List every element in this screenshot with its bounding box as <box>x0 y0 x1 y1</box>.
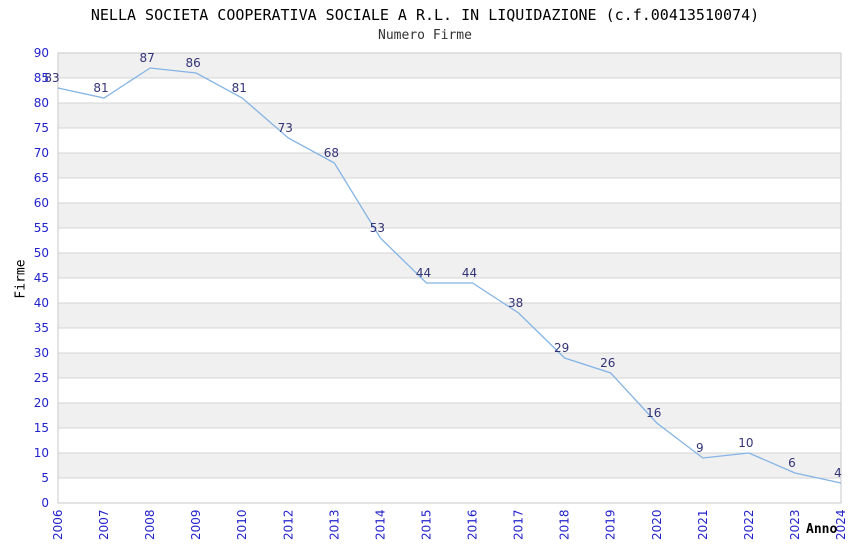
y-tick-label: 65 <box>34 171 49 185</box>
data-point-label: 10 <box>738 436 753 450</box>
plot-band <box>58 353 841 378</box>
x-axis-label: Anno <box>806 522 838 537</box>
x-tick-label: 2021 <box>696 509 710 540</box>
y-tick-label: 0 <box>41 496 49 510</box>
plot-band <box>58 153 841 178</box>
data-point-label: 81 <box>232 81 247 95</box>
data-point-label: 53 <box>370 221 385 235</box>
chart-subtitle: Numero Firme <box>378 28 472 43</box>
y-tick-label: 55 <box>34 221 49 235</box>
plot-band <box>58 303 841 328</box>
y-tick-label: 30 <box>34 346 49 360</box>
plot-band <box>58 53 841 78</box>
x-tick-label: 2023 <box>788 509 802 540</box>
data-point-label: 86 <box>186 56 201 70</box>
data-point-label: 81 <box>93 81 108 95</box>
y-tick-label: 15 <box>34 421 49 435</box>
plot-band <box>58 403 841 428</box>
x-tick-label: 2009 <box>189 509 203 540</box>
chart-title: NELLA SOCIETA COOPERATIVA SOCIALE A R.L.… <box>90 6 760 24</box>
y-tick-label: 45 <box>34 271 49 285</box>
x-tick-label: 2018 <box>558 509 572 540</box>
data-point-label: 6 <box>788 456 796 470</box>
data-point-label: 73 <box>278 121 293 135</box>
x-tick-label: 2015 <box>419 509 433 540</box>
x-tick-label: 2013 <box>327 509 341 540</box>
x-tick-label: 2014 <box>373 509 387 540</box>
x-tick-label: 2022 <box>742 509 756 540</box>
data-point-label: 87 <box>139 51 154 65</box>
data-point-label: 16 <box>646 406 661 420</box>
y-tick-label: 35 <box>34 321 49 335</box>
x-tick-label: 2020 <box>650 509 664 540</box>
x-tick-label: 2010 <box>235 509 249 540</box>
data-point-label: 29 <box>554 341 569 355</box>
x-tick-label: 2024 <box>834 509 848 540</box>
plot-band <box>58 103 841 128</box>
data-point-label: 83 <box>44 71 59 85</box>
data-point-label: 44 <box>416 266 431 280</box>
y-tick-label: 40 <box>34 296 49 310</box>
data-point-label: 68 <box>324 146 339 160</box>
y-tick-label: 25 <box>34 371 49 385</box>
data-point-label: 44 <box>462 266 477 280</box>
y-tick-label: 10 <box>34 446 49 460</box>
y-tick-label: 20 <box>34 396 49 410</box>
x-tick-label: 2019 <box>604 509 618 540</box>
data-point-label: 38 <box>508 296 523 310</box>
y-tick-label: 85 <box>34 71 49 85</box>
plot-border <box>57 52 842 504</box>
data-point-label: 26 <box>600 356 615 370</box>
x-tick-label: 2017 <box>512 509 526 540</box>
data-line <box>57 67 842 484</box>
y-tick-label: 50 <box>34 246 49 260</box>
y-tick-label: 70 <box>34 146 49 160</box>
y-tick-label: 5 <box>41 471 49 485</box>
data-point-label: 4 <box>834 466 842 480</box>
plot-band <box>58 203 841 228</box>
data-point-label: 9 <box>696 441 704 455</box>
y-tick-label: 75 <box>34 121 49 135</box>
x-tick-label: 2007 <box>97 509 111 540</box>
x-tick-label: 2006 <box>51 509 65 540</box>
x-tick-label: 2012 <box>281 509 295 540</box>
x-tick-label: 2008 <box>143 509 157 540</box>
plot-band <box>58 453 841 478</box>
plot-band <box>58 253 841 278</box>
y-tick-label: 90 <box>34 46 49 60</box>
y-tick-label: 80 <box>34 96 49 110</box>
x-tick-label: 2016 <box>466 509 480 540</box>
y-tick-label: 60 <box>34 196 49 210</box>
